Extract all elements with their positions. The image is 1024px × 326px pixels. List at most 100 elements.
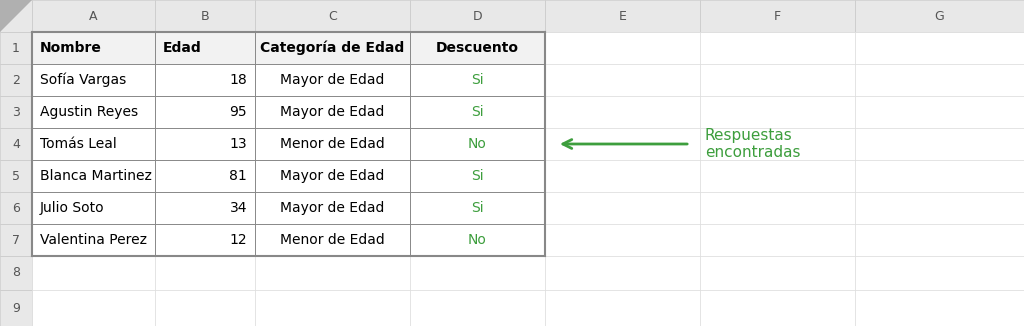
- Text: Mayor de Edad: Mayor de Edad: [281, 201, 385, 215]
- Text: Mayor de Edad: Mayor de Edad: [281, 169, 385, 183]
- Bar: [155, 0, 255, 32]
- Text: 3: 3: [12, 106, 19, 118]
- Bar: [255, 224, 410, 256]
- Bar: [700, 192, 855, 224]
- Text: 5: 5: [12, 170, 20, 183]
- Text: F: F: [774, 9, 781, 22]
- Bar: [545, 256, 700, 290]
- Bar: [410, 64, 545, 96]
- Bar: [255, 256, 410, 290]
- Bar: [0, 96, 32, 128]
- Bar: [410, 128, 545, 160]
- Bar: [855, 96, 1024, 128]
- Bar: [32, 128, 545, 160]
- Bar: [32, 32, 545, 64]
- Text: 6: 6: [12, 201, 19, 215]
- Bar: [700, 290, 855, 326]
- Bar: [545, 128, 700, 160]
- Bar: [0, 224, 32, 256]
- Bar: [855, 128, 1024, 160]
- Text: No: No: [468, 233, 487, 247]
- Text: Descuento: Descuento: [436, 41, 519, 55]
- Text: Si: Si: [471, 201, 483, 215]
- Bar: [255, 96, 410, 128]
- Text: 2: 2: [12, 73, 19, 86]
- Bar: [0, 192, 32, 224]
- Bar: [410, 192, 545, 224]
- Bar: [0, 0, 32, 32]
- Text: 18: 18: [229, 73, 247, 87]
- Text: 9: 9: [12, 302, 19, 315]
- Bar: [255, 32, 410, 64]
- Bar: [855, 0, 1024, 32]
- Text: 13: 13: [229, 137, 247, 151]
- Text: 7: 7: [12, 233, 20, 246]
- Bar: [32, 128, 155, 160]
- Text: 4: 4: [12, 138, 19, 151]
- Text: 95: 95: [229, 105, 247, 119]
- Bar: [545, 160, 700, 192]
- Bar: [32, 0, 155, 32]
- Text: Respuestas
encontradas: Respuestas encontradas: [705, 128, 801, 160]
- Bar: [32, 96, 155, 128]
- Bar: [855, 256, 1024, 290]
- Text: Si: Si: [471, 105, 483, 119]
- Text: 8: 8: [12, 266, 20, 279]
- Bar: [410, 224, 545, 256]
- Bar: [155, 192, 255, 224]
- Bar: [855, 192, 1024, 224]
- Text: Julio Soto: Julio Soto: [40, 201, 104, 215]
- Bar: [0, 32, 32, 64]
- Bar: [855, 32, 1024, 64]
- Text: Sofía Vargas: Sofía Vargas: [40, 73, 126, 87]
- Bar: [855, 290, 1024, 326]
- Bar: [410, 160, 545, 192]
- Bar: [410, 32, 545, 64]
- Bar: [155, 256, 255, 290]
- Bar: [700, 224, 855, 256]
- Bar: [32, 160, 155, 192]
- Bar: [155, 160, 255, 192]
- Text: Mayor de Edad: Mayor de Edad: [281, 105, 385, 119]
- Text: 12: 12: [229, 233, 247, 247]
- Bar: [545, 224, 700, 256]
- Text: Edad: Edad: [163, 41, 202, 55]
- Bar: [0, 128, 32, 160]
- Bar: [32, 192, 545, 224]
- Bar: [855, 64, 1024, 96]
- Bar: [255, 290, 410, 326]
- Bar: [855, 160, 1024, 192]
- Bar: [32, 256, 155, 290]
- Bar: [545, 290, 700, 326]
- Text: E: E: [618, 9, 627, 22]
- Bar: [0, 160, 32, 192]
- Text: 81: 81: [229, 169, 247, 183]
- Bar: [255, 64, 410, 96]
- Bar: [0, 290, 32, 326]
- Bar: [32, 64, 155, 96]
- Polygon shape: [0, 0, 32, 32]
- Text: 34: 34: [229, 201, 247, 215]
- Bar: [32, 224, 545, 256]
- Text: Categoría de Edad: Categoría de Edad: [260, 41, 404, 55]
- Bar: [155, 128, 255, 160]
- Bar: [32, 160, 545, 192]
- Text: No: No: [468, 137, 487, 151]
- Text: A: A: [89, 9, 97, 22]
- Bar: [32, 96, 545, 128]
- Bar: [32, 290, 155, 326]
- Bar: [700, 0, 855, 32]
- Bar: [700, 256, 855, 290]
- Text: Menor de Edad: Menor de Edad: [281, 233, 385, 247]
- Text: Nombre: Nombre: [40, 41, 101, 55]
- Bar: [700, 128, 855, 160]
- Bar: [545, 96, 700, 128]
- Bar: [700, 96, 855, 128]
- Bar: [545, 64, 700, 96]
- Text: D: D: [473, 9, 482, 22]
- Text: Valentina Perez: Valentina Perez: [40, 233, 147, 247]
- Bar: [255, 128, 410, 160]
- Text: Tomás Leal: Tomás Leal: [40, 137, 117, 151]
- Bar: [255, 192, 410, 224]
- Bar: [0, 256, 32, 290]
